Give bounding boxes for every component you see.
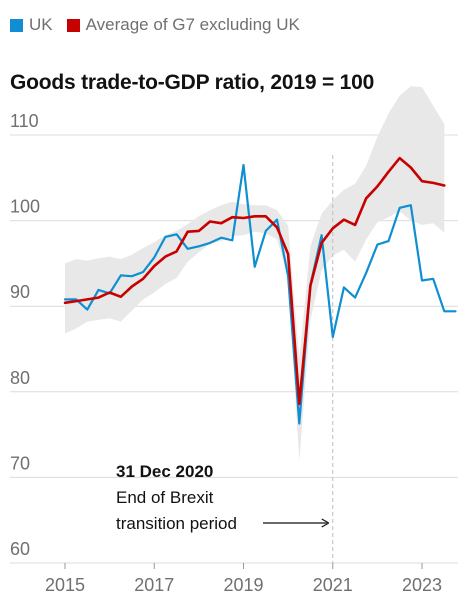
y-tick-label-100: 100 <box>10 197 40 217</box>
g7-range-band <box>65 86 445 462</box>
legend-label-uk: UK <box>29 15 53 34</box>
series-line-uk <box>63 163 457 425</box>
legend-swatch-g7 <box>66 18 80 32</box>
y-tick-label-90: 90 <box>10 282 30 302</box>
chart-title: Goods trade-to-GDP ratio, 2019 = 100 <box>10 71 375 94</box>
x-tick-label-2021: 2021 <box>313 575 353 595</box>
y-tick-label-70: 70 <box>10 453 30 473</box>
annotation-line-2: transition period <box>116 514 237 533</box>
x-tick-label-2019: 2019 <box>223 575 263 595</box>
x-tick-label-2023: 2023 <box>402 575 442 595</box>
annotation-arrow-head <box>321 518 330 528</box>
annotation-line-1: End of Brexit <box>116 488 214 507</box>
annotation-title: 31 Dec 2020 <box>116 462 213 481</box>
x-tick-label-2017: 2017 <box>134 575 174 595</box>
x-tick-label-2015: 2015 <box>45 575 85 595</box>
y-tick-label-60: 60 <box>10 539 30 559</box>
legend-label-g7: Average of G7 excluding UK <box>85 15 300 34</box>
legend-item-g7: Average of G7 excluding UK <box>66 15 300 35</box>
legend-item-uk: UK <box>10 15 53 35</box>
y-tick-label-110: 110 <box>10 111 39 131</box>
legend-swatch-uk <box>10 18 23 32</box>
y-tick-label-80: 80 <box>10 368 30 388</box>
series-line-g7 <box>63 156 446 406</box>
legend: UK Average of G7 excluding UK <box>10 14 314 36</box>
